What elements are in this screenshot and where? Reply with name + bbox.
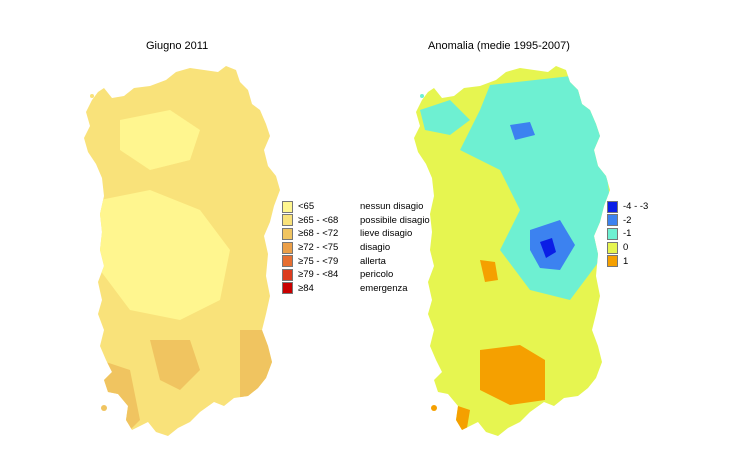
- legend-range: <65: [298, 201, 315, 213]
- legend-item: ≥72 - <75 disagio: [282, 241, 430, 255]
- legend-label: 0: [623, 242, 629, 254]
- map-title-anomaly: Anomalia (medie 1995-2007): [428, 40, 570, 52]
- legend-label: lieve disagio: [360, 228, 413, 240]
- legend-label: nessun disagio: [360, 201, 424, 213]
- legend-swatch: [607, 255, 618, 268]
- legend-label: possibile disagio: [360, 214, 430, 226]
- legend-swatch: [282, 241, 293, 254]
- zone-anomaly-plus1-south: [480, 345, 545, 405]
- legend-label: -4 - -3: [623, 201, 649, 213]
- island-asinara: [90, 94, 94, 98]
- legend-item: ≥79 - <84 pericolo: [282, 268, 430, 282]
- legend-label: -2: [623, 214, 632, 226]
- island-sant-antioco: [101, 405, 107, 411]
- island-sant-antioco-right: [431, 405, 437, 411]
- legend-range: ≥72 - <75: [298, 242, 339, 254]
- zone-mild-discomfort-southeast: [240, 330, 280, 400]
- map-index: [84, 66, 280, 436]
- legend-swatch: [607, 241, 618, 254]
- legend-swatch: [282, 282, 293, 295]
- legend-label: disagio: [360, 242, 391, 254]
- zone-mild-discomfort-south: [150, 340, 200, 390]
- legend-swatch: [282, 255, 293, 268]
- legend-item: ≥65 - <68 possibile disagio: [282, 214, 430, 228]
- map-anomaly: [414, 66, 610, 436]
- legend-swatch: [282, 214, 293, 227]
- zone-anomaly-minus3-central: [540, 238, 556, 258]
- legend-range: ≥75 - <79: [298, 255, 339, 267]
- legend-item: 0: [607, 241, 648, 255]
- legend-item: -4 - -3: [607, 200, 648, 214]
- legend-item: -2: [607, 214, 648, 228]
- zone-no-discomfort-north: [120, 110, 200, 170]
- legend-swatch: [282, 227, 293, 240]
- legend-range: ≥65 - <68: [298, 214, 339, 226]
- legend-range: ≥79 - <84: [298, 269, 339, 281]
- legend-label: -1: [623, 228, 632, 240]
- island-asinara-right: [420, 94, 424, 98]
- zone-anomaly-minus1-northwest: [420, 100, 470, 135]
- legend-item: <65 nessun disagio: [282, 200, 430, 214]
- legend-label: allerta: [360, 255, 386, 267]
- legend-range: ≥84: [298, 282, 314, 294]
- legend-item: -1: [607, 227, 648, 241]
- legend-anomaly: -4 - -3 -2 -1 0 1: [607, 200, 648, 268]
- legend-swatch: [607, 200, 618, 213]
- legend-item: ≥68 - <72 lieve disagio: [282, 227, 430, 241]
- legend-swatch: [282, 268, 293, 281]
- legend-label: pericolo: [360, 269, 394, 281]
- zone-anomaly-plus1-center: [480, 260, 498, 282]
- zone-no-discomfort-center: [100, 190, 230, 320]
- legend-range: ≥68 - <72: [298, 228, 339, 240]
- map-title-index: Giugno 2011: [146, 40, 209, 52]
- legend-swatch: [607, 214, 618, 227]
- legend-index: <65 nessun disagio ≥65 - <68 possibile disa…: [282, 200, 430, 295]
- legend-item: ≥75 - <79 allerta: [282, 254, 430, 268]
- legend-swatch: [607, 227, 618, 240]
- legend-label: emergenza: [360, 282, 408, 294]
- legend-item: 1: [607, 254, 648, 268]
- zone-anomaly-minus2-north: [510, 122, 535, 140]
- legend-swatch: [282, 200, 293, 213]
- legend-item: ≥84 emergenza: [282, 282, 430, 296]
- legend-label: 1: [623, 255, 629, 267]
